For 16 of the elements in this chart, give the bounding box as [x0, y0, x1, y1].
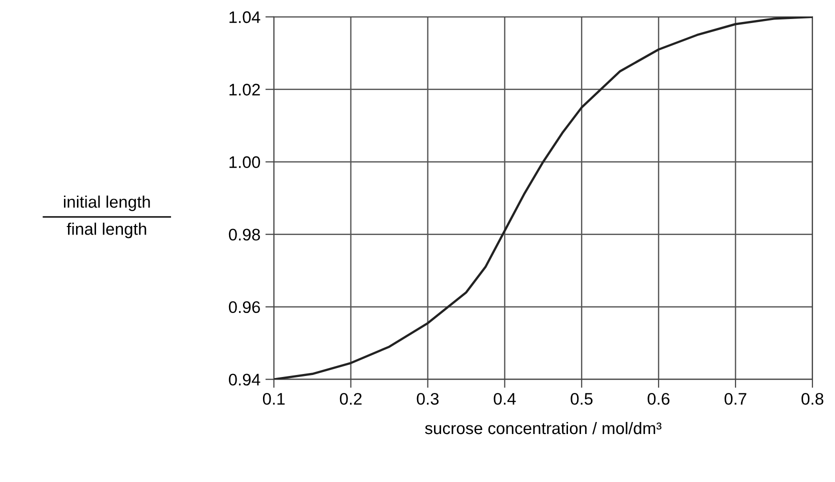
x-tick-label: 0.5 — [570, 392, 593, 405]
x-tick-label: 0.4 — [494, 392, 516, 405]
x-tick-label: 0.7 — [724, 392, 746, 405]
x-tick-label: 0.6 — [648, 392, 670, 405]
y-tick-label: 1.00 — [230, 156, 260, 168]
y-tick-label: 1.02 — [230, 84, 260, 96]
y-tick-label: 0.96 — [228, 301, 260, 314]
x-tick-label: 0.8 — [802, 392, 824, 405]
y-tick-label: 0.94 — [228, 374, 260, 386]
y-tick-label: 1.04 — [230, 11, 260, 24]
y-axis-title: initial length final length — [64, 196, 150, 238]
y-tick-label: 0.98 — [228, 228, 260, 241]
x-tick-label: 0.3 — [416, 392, 439, 405]
x-axis-title: sucrose concentration / mol/dm³ — [425, 422, 662, 434]
x-tick-label: 0.2 — [340, 392, 362, 405]
x-tick-label: 0.1 — [262, 392, 285, 405]
